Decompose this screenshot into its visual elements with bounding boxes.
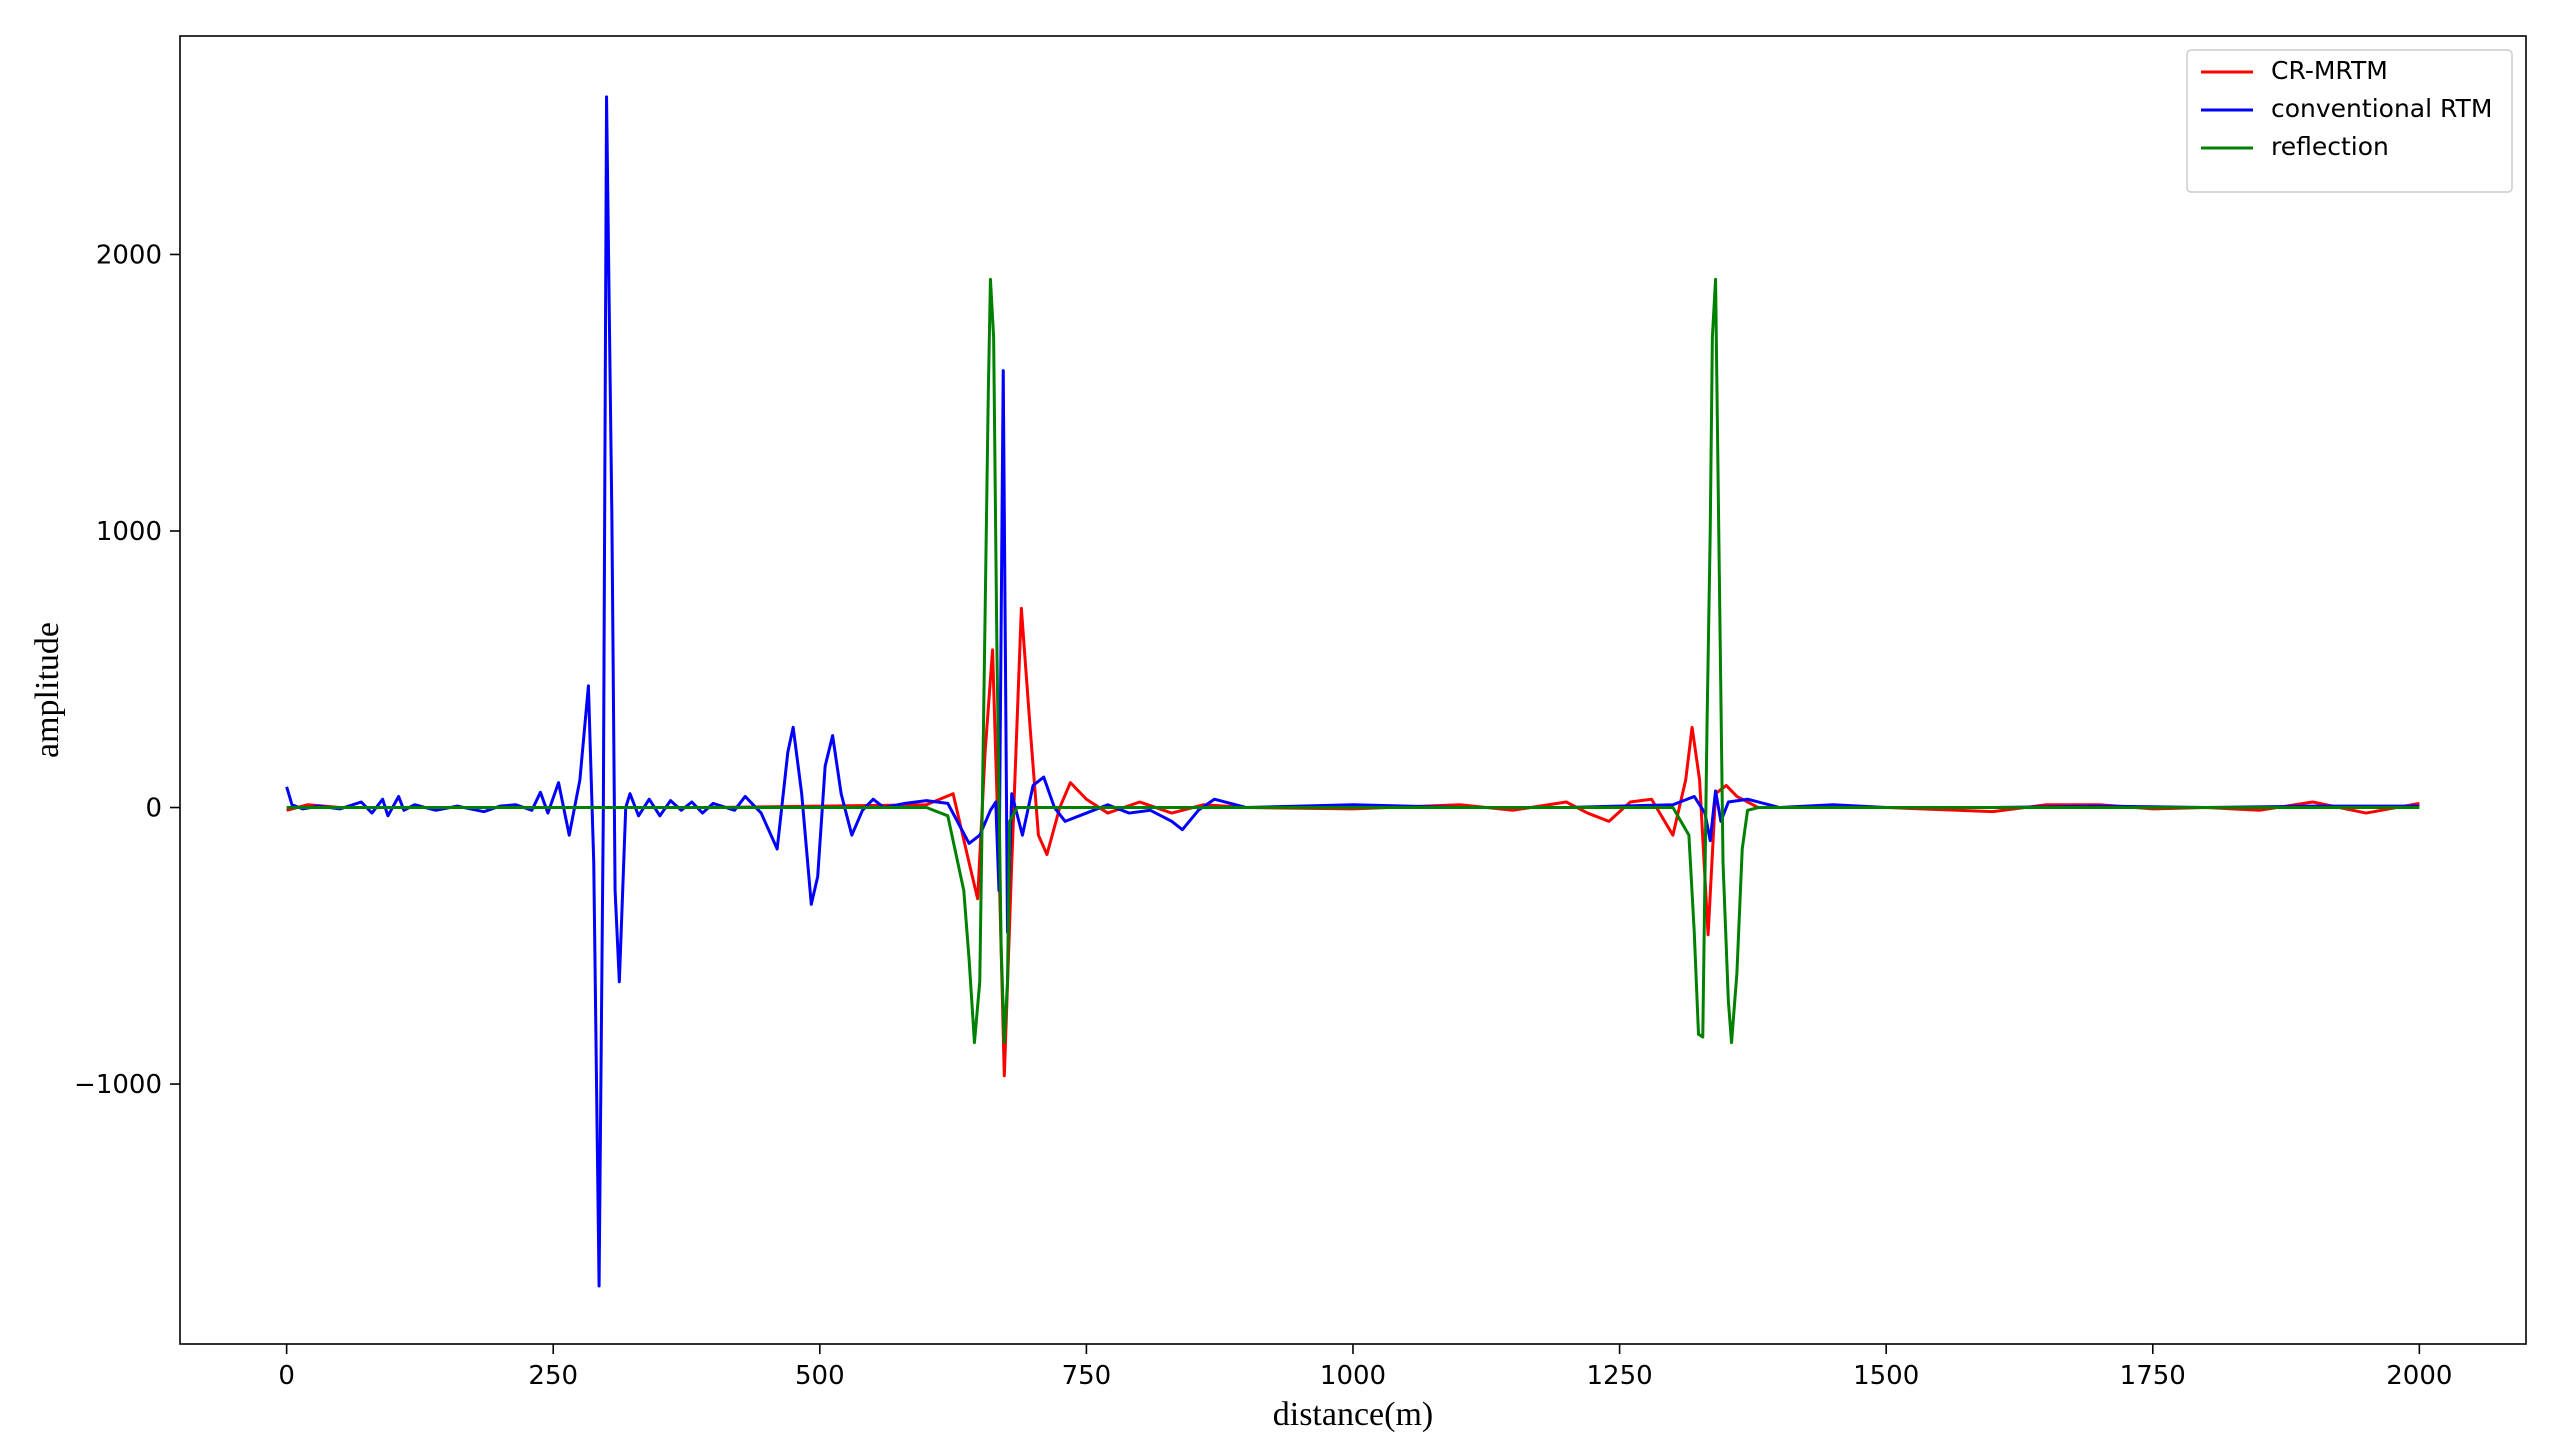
x-tick-label: 250: [528, 1361, 578, 1391]
x-tick-label: 0: [278, 1361, 295, 1391]
y-tick-label: −1000: [74, 1070, 162, 1100]
x-tick-label: 750: [1062, 1361, 1112, 1391]
x-tick-label: 1000: [1320, 1361, 1386, 1391]
x-tick-label: 1250: [1587, 1361, 1653, 1391]
x-tick-label: 2000: [2386, 1361, 2452, 1391]
x-tick-label: 1750: [2120, 1361, 2186, 1391]
legend-label: conventional RTM: [2271, 94, 2492, 123]
plot-frame: [179, 35, 2527, 1345]
legend-label: CR-MRTM: [2271, 56, 2388, 85]
legend-label: reflection: [2271, 132, 2389, 161]
y-tick-label: 0: [145, 794, 162, 824]
y-axis-label: amplitude: [29, 622, 66, 758]
x-tick-label: 1500: [1853, 1361, 1919, 1391]
y-tick-label: 1000: [96, 517, 162, 547]
series-line: [285, 95, 2420, 1288]
series-line: [286, 606, 2420, 1078]
x-axis-label: distance(m): [1273, 1396, 1434, 1433]
series-line: [286, 277, 2420, 1045]
y-tick-label: 2000: [96, 240, 162, 270]
x-tick-label: 500: [795, 1361, 845, 1391]
legend-box: [2186, 49, 2513, 193]
